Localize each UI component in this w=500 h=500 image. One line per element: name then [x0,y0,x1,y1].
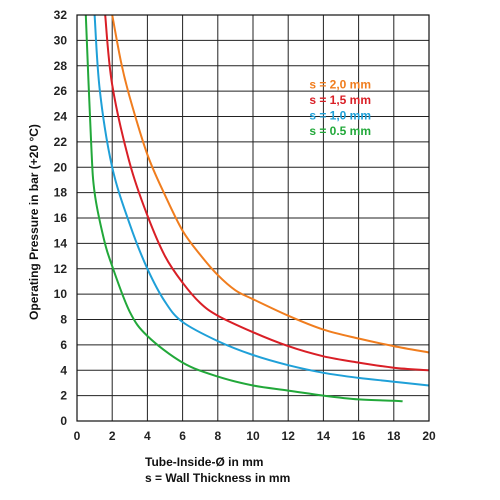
y-tick-label: 12 [54,262,68,276]
x-tick-labels: 0 2 4 6 8 10 12 14 16 18 20 [74,429,436,443]
y-tick-label: 18 [54,186,68,200]
grid-lines [77,15,429,421]
x-tick-label: 6 [179,429,186,443]
x-tick-label: 8 [214,429,221,443]
y-axis-title: Operating Pressure in bar (+20 °C) [27,124,41,320]
plot-frame [76,14,430,422]
legend-entry: s = 1,5 mm [309,93,371,107]
x-tick-label: 12 [282,429,296,443]
y-tick-label: 20 [54,160,68,174]
y-tick-label: 30 [54,33,68,47]
x-tick-label: 4 [144,429,151,443]
series-lines [84,14,430,403]
x-tick-label: 14 [317,429,331,443]
x-tick-label: 2 [109,429,116,443]
y-tick-label: 28 [54,59,68,73]
y-tick-label: 2 [60,389,67,403]
series-line-1 [104,14,430,372]
y-tick-label: 22 [54,135,68,149]
legend-entry: s = 1,0 mm [309,109,371,123]
y-tick-label: 0 [60,414,67,428]
x-tick-label: 0 [74,429,81,443]
y-tick-label: 14 [54,236,68,250]
x-tick-label: 18 [387,429,401,443]
y-tick-label: 10 [54,287,68,301]
y-tick-label: 16 [54,211,68,225]
y-tick-label: 4 [60,363,67,377]
y-tick-label: 8 [60,313,67,327]
y-tick-label: 6 [60,338,67,352]
x-axis-title: Tube-Inside-Ø in mm [145,455,263,469]
series-line-0 [111,14,430,354]
y-tick-label: 24 [54,110,68,124]
legend-entry: s = 2,0 mm [309,78,371,92]
series-line-2 [93,14,430,387]
x-tick-label: 10 [246,429,260,443]
x-tick-label: 20 [422,429,436,443]
y-tick-label: 26 [54,84,68,98]
legend-entry: s = 0.5 mm [309,124,371,138]
x-axis-subtitle: s = Wall Thickness in mm [145,471,290,485]
y-tick-label: 32 [54,8,68,22]
series-line-3 [84,14,403,403]
legend: s = 2,0 mms = 1,5 mm s = 1,0 mms = 0.5 mm [309,78,371,138]
x-tick-label: 16 [352,429,366,443]
